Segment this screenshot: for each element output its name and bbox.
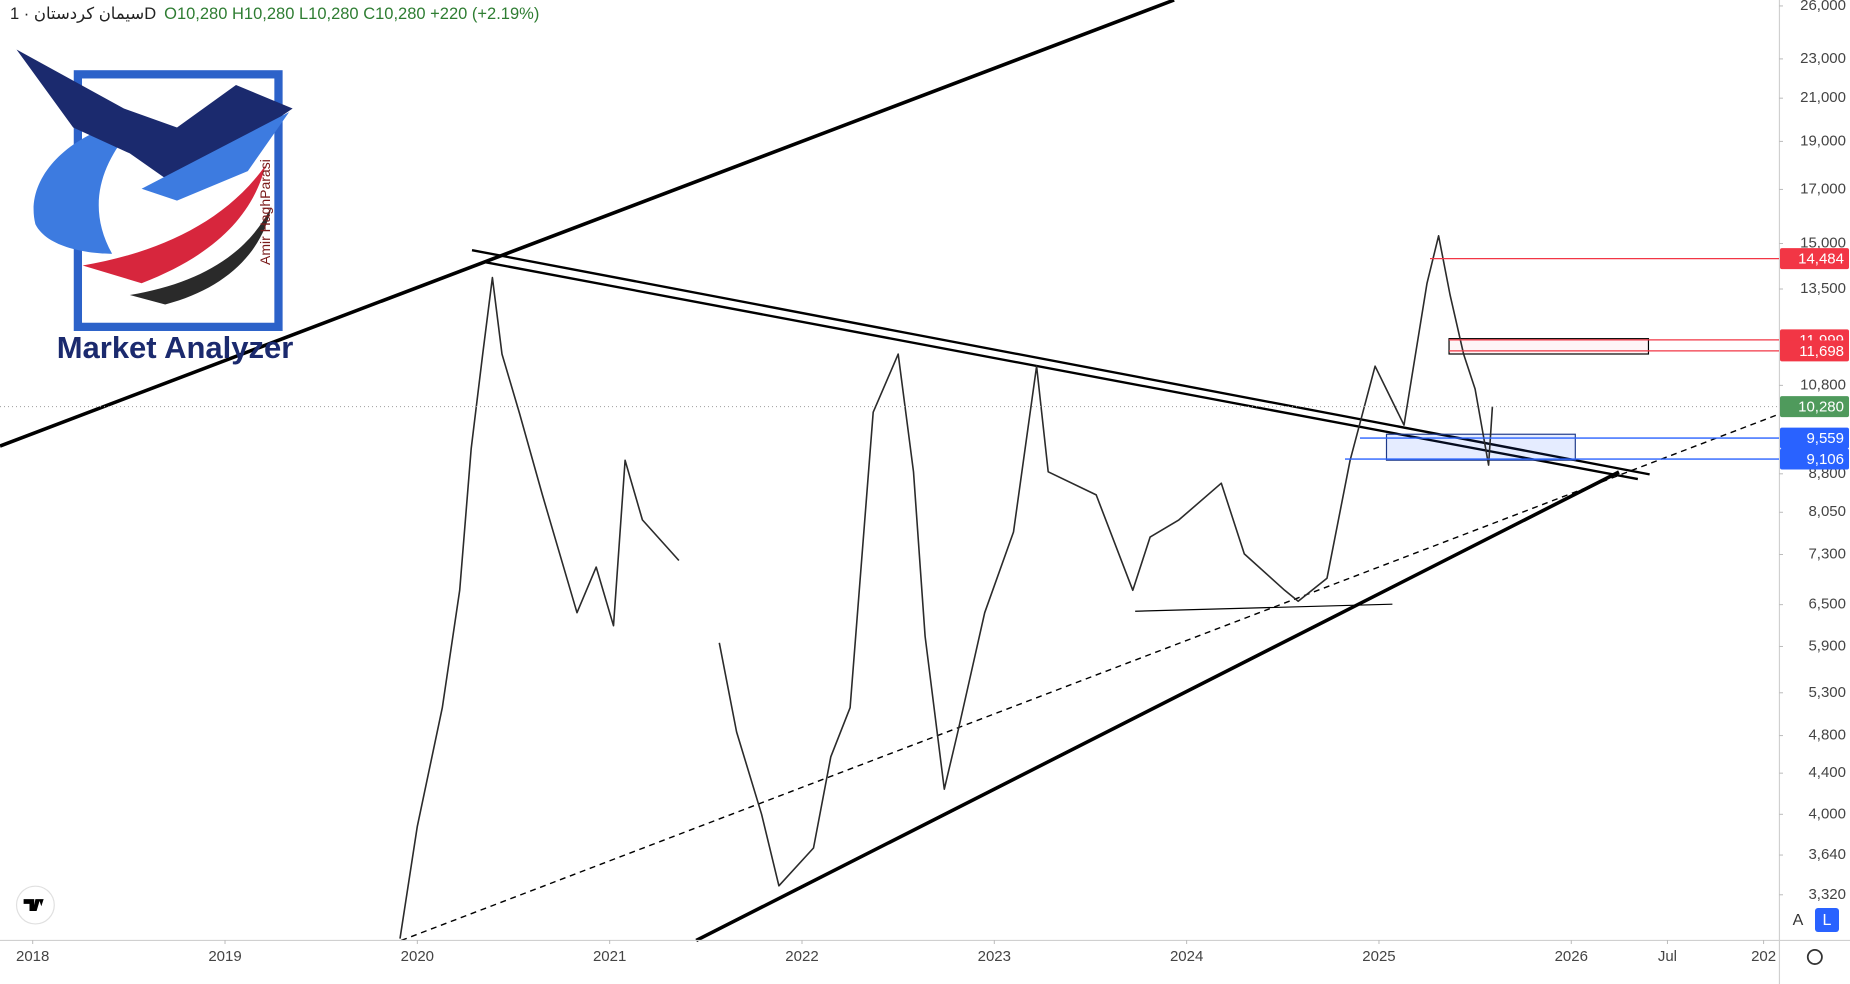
y-tick-label: 13,500 (1800, 280, 1846, 297)
y-tick-label: 26,000 (1800, 0, 1846, 14)
x-tick-label: 2019 (208, 948, 241, 965)
y-tick-label: 23,000 (1800, 50, 1846, 67)
settings-icon[interactable] (1806, 949, 1823, 965)
price-tag-label: 10,280 (1798, 399, 1844, 416)
scale-button-label[interactable]: A (1793, 912, 1804, 929)
price-tag-label: 11,698 (1799, 343, 1844, 360)
y-tick-label: 21,000 (1800, 89, 1846, 106)
price-tag-label: 9,106 (1806, 451, 1844, 468)
dashed-line (400, 414, 1777, 942)
logo-author: Amir HaghParasi (257, 159, 273, 265)
y-tick-label: 4,800 (1808, 727, 1846, 744)
y-tick-label: 10,800 (1800, 376, 1846, 393)
trend-line (483, 260, 1639, 481)
x-tick-label: 2018 (16, 948, 49, 965)
price-tag (1780, 340, 1849, 362)
price-line (399, 235, 1494, 939)
y-tick-label: 3,640 (1808, 846, 1846, 863)
price-tag (1780, 448, 1849, 470)
y-tick-label: 6,500 (1808, 596, 1846, 613)
y-tick-label: 3,320 (1808, 886, 1846, 903)
logo (16, 49, 293, 331)
x-tick-label: 2020 (401, 948, 434, 965)
price-tag-label: 14,484 (1798, 251, 1844, 268)
channel-line (0, 0, 1175, 448)
y-tick-label: 19,000 (1800, 132, 1846, 149)
x-tick-label: 2026 (1555, 948, 1588, 965)
y-tick-label: 8,050 (1808, 503, 1846, 520)
x-tick-label: 2025 (1362, 948, 1395, 965)
y-tick-label: 15,000 (1800, 234, 1846, 251)
price-tag (1780, 427, 1849, 449)
x-tick-label: 2022 (785, 948, 818, 965)
trend-line (471, 249, 1650, 476)
logo-dark (129, 206, 272, 305)
y-tick-label: 17,000 (1800, 180, 1846, 197)
symbol-title: سیمان کردستان · 1D (10, 5, 157, 23)
scale-button[interactable] (1787, 908, 1809, 932)
scale-button[interactable] (1815, 908, 1839, 932)
logo-title: Market Analyzer (57, 330, 294, 365)
tv-icon (23, 899, 44, 911)
ohlc: O10,280 H10,280 L10,280 C10,280 +220 (+2… (164, 5, 540, 23)
x-tick-label: 2023 (978, 948, 1011, 965)
x-tick-label: 202 (1751, 948, 1776, 965)
y-tick-label: 5,900 (1808, 637, 1846, 654)
y-tick-label: 5,300 (1808, 684, 1846, 701)
y-tick-label: 7,300 (1808, 545, 1846, 562)
scale-button-label[interactable]: L (1823, 912, 1832, 929)
price-tag (1780, 396, 1849, 418)
logo-swoosh (33, 118, 142, 254)
x-tick-label: Jul (1658, 948, 1677, 965)
zone-box (1448, 338, 1650, 355)
support-line (1135, 603, 1393, 612)
support-line (695, 470, 1620, 943)
y-tick-label: 4,000 (1808, 805, 1846, 822)
header: سیمان کردستان · 1D O10,280 H10,280 L10,28… (10, 4, 539, 24)
price-tag-label: 9,559 (1806, 430, 1844, 447)
logo-red (82, 165, 266, 284)
x-tick-label: 2021 (593, 948, 626, 965)
x-tick-label: 2024 (1170, 948, 1203, 965)
price-tag (1780, 248, 1849, 270)
logo-wing (141, 112, 290, 201)
y-tick-label: 4,400 (1808, 764, 1846, 781)
